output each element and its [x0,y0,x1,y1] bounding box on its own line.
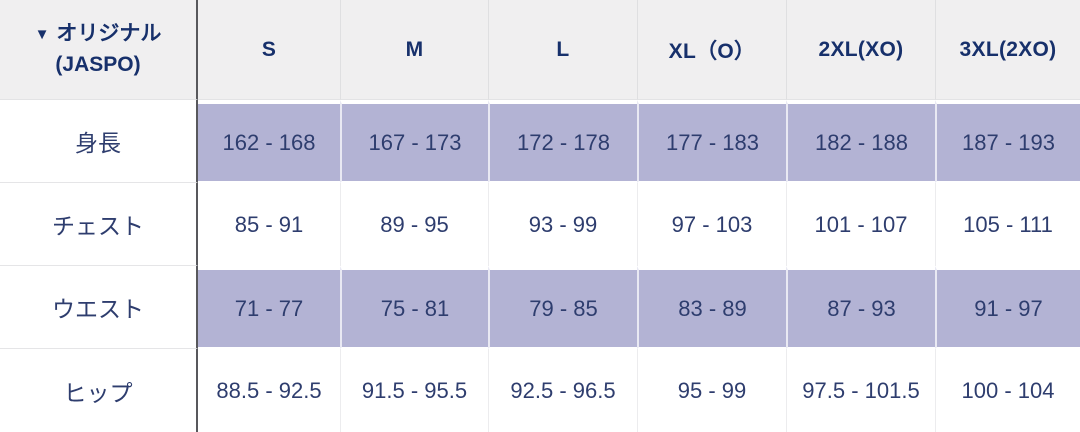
column-header-s: S [198,0,340,100]
size-cell-hip-l: 92.5 - 96.5 [488,349,637,432]
size-cell-chest-s: 85 - 91 [198,183,340,266]
row-label-hip: ヒップ [0,349,198,432]
column-header-m: M [340,0,488,100]
size-cell-hip-2xl: 97.5 - 101.5 [786,349,935,432]
size-cell-waist-s: 71 - 77 [198,266,340,349]
size-cell-hip-3xl: 100 - 104 [935,349,1080,432]
column-header-2xl: 2XL(XO) [786,0,935,100]
chart-section-title: ▼ オリジナル [35,19,162,49]
chart-section-title-text: オリジナル [56,22,162,46]
size-cell-height-xl: 177 - 183 [637,100,786,183]
chart-section-toggle[interactable]: ▼ オリジナル (JASPO) [0,0,198,100]
row-label-height: 身長 [0,100,198,183]
size-cell-waist-3xl: 91 - 97 [935,266,1080,349]
column-header-l: L [488,0,637,100]
size-cell-height-s: 162 - 168 [198,100,340,183]
row-label-chest: チェスト [0,183,198,266]
size-cell-chest-m: 89 - 95 [340,183,488,266]
size-cell-chest-2xl: 101 - 107 [786,183,935,266]
column-header-xl: XL（O） [637,0,786,100]
size-cell-waist-2xl: 87 - 93 [786,266,935,349]
row-label-waist: ウエスト [0,266,198,349]
size-cell-waist-l: 79 - 85 [488,266,637,349]
size-cell-height-l: 172 - 178 [488,100,637,183]
size-cell-chest-l: 93 - 99 [488,183,637,266]
size-cell-waist-m: 75 - 81 [340,266,488,349]
size-cell-hip-s: 88.5 - 92.5 [198,349,340,432]
size-cell-height-m: 167 - 173 [340,100,488,183]
size-cell-height-2xl: 182 - 188 [786,100,935,183]
size-cell-hip-m: 91.5 - 95.5 [340,349,488,432]
size-cell-height-3xl: 187 - 193 [935,100,1080,183]
chart-section-subtitle: (JASPO) [55,52,141,76]
size-cell-chest-xl: 97 - 103 [637,183,786,266]
size-cell-waist-xl: 83 - 89 [637,266,786,349]
column-header-3xl: 3XL(2XO) [935,0,1080,100]
size-cell-chest-3xl: 105 - 111 [935,183,1080,266]
triangle-down-icon: ▼ [34,26,50,44]
size-cell-hip-xl: 95 - 99 [637,349,786,432]
